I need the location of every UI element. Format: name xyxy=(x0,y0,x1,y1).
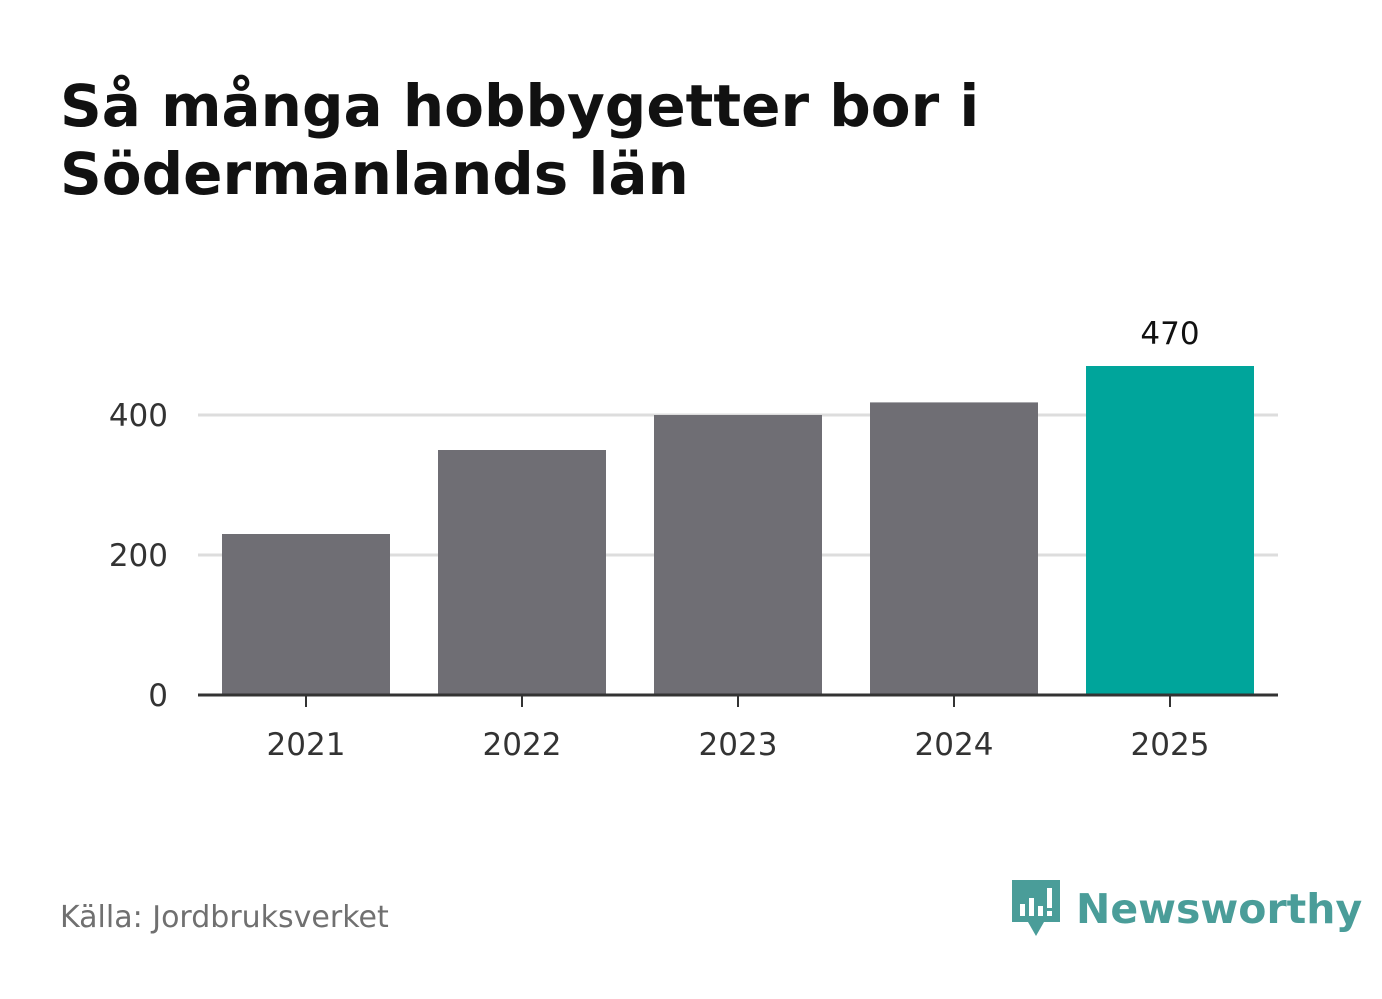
source-note: Källa: Jordbruksverket xyxy=(60,900,389,935)
data-label: 470 xyxy=(1140,316,1199,352)
bar xyxy=(1086,366,1254,695)
title-line-2: Södermanlands län xyxy=(60,140,689,208)
y-tick-label: 400 xyxy=(109,398,168,434)
x-tick-label: 2023 xyxy=(699,727,778,763)
newsworthy-logo-icon xyxy=(1012,880,1060,936)
bar xyxy=(870,402,1038,695)
x-tick-label: 2021 xyxy=(267,727,346,763)
title-line-1: Så många hobbygetter bor i xyxy=(60,72,980,140)
chart-title: Så många hobbygetter bor i Södermanlands… xyxy=(60,72,1060,208)
brand-logo: Newsworthy xyxy=(1010,878,1362,940)
x-tick-label: 2025 xyxy=(1131,727,1210,763)
bar xyxy=(222,534,390,695)
bar xyxy=(438,450,606,695)
y-tick-label: 200 xyxy=(109,538,168,574)
y-tick-label: 0 xyxy=(148,678,168,714)
bar xyxy=(654,415,822,695)
x-tick-label: 2022 xyxy=(483,727,562,763)
brand-name: Newsworthy xyxy=(1076,885,1363,933)
x-tick-label: 2024 xyxy=(915,727,994,763)
